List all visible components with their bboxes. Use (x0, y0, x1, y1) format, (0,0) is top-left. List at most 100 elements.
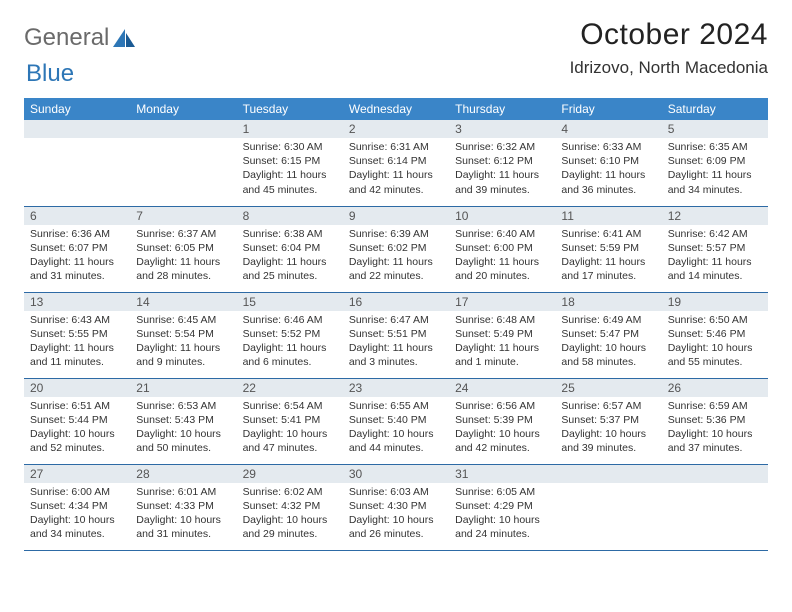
calendar-day-cell: 15Sunrise: 6:46 AMSunset: 5:52 PMDayligh… (237, 292, 343, 378)
calendar-table: Sunday Monday Tuesday Wednesday Thursday… (24, 98, 768, 551)
daylight-text: Daylight: 11 hours (561, 168, 655, 182)
sunset-text: Sunset: 6:14 PM (349, 154, 443, 168)
sunset-text: Sunset: 5:43 PM (136, 413, 230, 427)
day-number: 15 (237, 293, 343, 311)
calendar-day-cell: 20Sunrise: 6:51 AMSunset: 5:44 PMDayligh… (24, 378, 130, 464)
logo-text-blue: Blue (26, 60, 74, 87)
day-number: 18 (555, 293, 661, 311)
daylight-text: Daylight: 10 hours (561, 341, 655, 355)
sunset-text: Sunset: 6:15 PM (243, 154, 337, 168)
day-details: Sunrise: 6:39 AMSunset: 6:02 PMDaylight:… (343, 225, 449, 288)
day-number: 23 (343, 379, 449, 397)
sunset-text: Sunset: 4:34 PM (30, 499, 124, 513)
day-number: 17 (449, 293, 555, 311)
daylight-text: Daylight: 11 hours (243, 255, 337, 269)
sunrise-text: Sunrise: 6:49 AM (561, 313, 655, 327)
calendar-day-cell: 4Sunrise: 6:33 AMSunset: 6:10 PMDaylight… (555, 120, 661, 206)
sunrise-text: Sunrise: 6:01 AM (136, 485, 230, 499)
weekday-header: Saturday (662, 98, 768, 120)
calendar-week-row: 13Sunrise: 6:43 AMSunset: 5:55 PMDayligh… (24, 292, 768, 378)
daylight-text: and 39 minutes. (561, 441, 655, 455)
sunset-text: Sunset: 5:52 PM (243, 327, 337, 341)
daylight-text: Daylight: 10 hours (455, 513, 549, 527)
day-number (24, 120, 130, 138)
daylight-text: and 20 minutes. (455, 269, 549, 283)
sunset-text: Sunset: 5:49 PM (455, 327, 549, 341)
sunset-text: Sunset: 4:29 PM (455, 499, 549, 513)
calendar-day-cell: 14Sunrise: 6:45 AMSunset: 5:54 PMDayligh… (130, 292, 236, 378)
calendar-day-cell: 11Sunrise: 6:41 AMSunset: 5:59 PMDayligh… (555, 206, 661, 292)
daylight-text: and 28 minutes. (136, 269, 230, 283)
daylight-text: Daylight: 11 hours (455, 341, 549, 355)
daylight-text: Daylight: 11 hours (668, 168, 762, 182)
sunset-text: Sunset: 5:39 PM (455, 413, 549, 427)
calendar-day-cell: 3Sunrise: 6:32 AMSunset: 6:12 PMDaylight… (449, 120, 555, 206)
day-details: Sunrise: 6:38 AMSunset: 6:04 PMDaylight:… (237, 225, 343, 288)
calendar-day-cell: 6Sunrise: 6:36 AMSunset: 6:07 PMDaylight… (24, 206, 130, 292)
sunrise-text: Sunrise: 6:51 AM (30, 399, 124, 413)
day-details: Sunrise: 6:46 AMSunset: 5:52 PMDaylight:… (237, 311, 343, 374)
sunrise-text: Sunrise: 6:38 AM (243, 227, 337, 241)
calendar-week-row: 6Sunrise: 6:36 AMSunset: 6:07 PMDaylight… (24, 206, 768, 292)
day-details: Sunrise: 6:36 AMSunset: 6:07 PMDaylight:… (24, 225, 130, 288)
sunset-text: Sunset: 5:37 PM (561, 413, 655, 427)
day-details: Sunrise: 6:41 AMSunset: 5:59 PMDaylight:… (555, 225, 661, 288)
calendar-day-cell: 18Sunrise: 6:49 AMSunset: 5:47 PMDayligh… (555, 292, 661, 378)
calendar-day-cell (130, 120, 236, 206)
sunset-text: Sunset: 5:44 PM (30, 413, 124, 427)
sunset-text: Sunset: 5:41 PM (243, 413, 337, 427)
day-details: Sunrise: 6:50 AMSunset: 5:46 PMDaylight:… (662, 311, 768, 374)
sunrise-text: Sunrise: 6:31 AM (349, 140, 443, 154)
day-details: Sunrise: 6:05 AMSunset: 4:29 PMDaylight:… (449, 483, 555, 546)
sunrise-text: Sunrise: 6:00 AM (30, 485, 124, 499)
calendar-day-cell: 13Sunrise: 6:43 AMSunset: 5:55 PMDayligh… (24, 292, 130, 378)
day-details: Sunrise: 6:57 AMSunset: 5:37 PMDaylight:… (555, 397, 661, 460)
calendar-day-cell: 23Sunrise: 6:55 AMSunset: 5:40 PMDayligh… (343, 378, 449, 464)
daylight-text: Daylight: 11 hours (349, 255, 443, 269)
calendar-day-cell: 9Sunrise: 6:39 AMSunset: 6:02 PMDaylight… (343, 206, 449, 292)
sunset-text: Sunset: 5:59 PM (561, 241, 655, 255)
daylight-text: Daylight: 10 hours (455, 427, 549, 441)
weekday-header-row: Sunday Monday Tuesday Wednesday Thursday… (24, 98, 768, 120)
calendar-day-cell (24, 120, 130, 206)
day-number: 6 (24, 207, 130, 225)
day-details: Sunrise: 6:31 AMSunset: 6:14 PMDaylight:… (343, 138, 449, 201)
calendar-day-cell: 28Sunrise: 6:01 AMSunset: 4:33 PMDayligh… (130, 464, 236, 550)
daylight-text: and 24 minutes. (455, 527, 549, 541)
day-number: 5 (662, 120, 768, 138)
calendar-day-cell: 29Sunrise: 6:02 AMSunset: 4:32 PMDayligh… (237, 464, 343, 550)
weekday-header: Wednesday (343, 98, 449, 120)
sunrise-text: Sunrise: 6:35 AM (668, 140, 762, 154)
sunrise-text: Sunrise: 6:48 AM (455, 313, 549, 327)
calendar-day-cell: 8Sunrise: 6:38 AMSunset: 6:04 PMDaylight… (237, 206, 343, 292)
daylight-text: Daylight: 11 hours (136, 255, 230, 269)
sunrise-text: Sunrise: 6:55 AM (349, 399, 443, 413)
weekday-header: Thursday (449, 98, 555, 120)
daylight-text: Daylight: 10 hours (349, 513, 443, 527)
sunset-text: Sunset: 6:10 PM (561, 154, 655, 168)
sunrise-text: Sunrise: 6:32 AM (455, 140, 549, 154)
daylight-text: and 22 minutes. (349, 269, 443, 283)
daylight-text: and 29 minutes. (243, 527, 337, 541)
daylight-text: and 42 minutes. (455, 441, 549, 455)
daylight-text: Daylight: 10 hours (30, 513, 124, 527)
daylight-text: and 45 minutes. (243, 183, 337, 197)
calendar-day-cell (662, 464, 768, 550)
daylight-text: Daylight: 11 hours (243, 168, 337, 182)
daylight-text: and 44 minutes. (349, 441, 443, 455)
daylight-text: and 42 minutes. (349, 183, 443, 197)
day-number: 25 (555, 379, 661, 397)
daylight-text: Daylight: 11 hours (349, 341, 443, 355)
day-number: 7 (130, 207, 236, 225)
day-number: 13 (24, 293, 130, 311)
day-details: Sunrise: 6:43 AMSunset: 5:55 PMDaylight:… (24, 311, 130, 374)
sunset-text: Sunset: 4:33 PM (136, 499, 230, 513)
day-details: Sunrise: 6:47 AMSunset: 5:51 PMDaylight:… (343, 311, 449, 374)
sunrise-text: Sunrise: 6:39 AM (349, 227, 443, 241)
daylight-text: Daylight: 10 hours (349, 427, 443, 441)
sunset-text: Sunset: 5:54 PM (136, 327, 230, 341)
day-details: Sunrise: 6:56 AMSunset: 5:39 PMDaylight:… (449, 397, 555, 460)
calendar-day-cell: 1Sunrise: 6:30 AMSunset: 6:15 PMDaylight… (237, 120, 343, 206)
daylight-text: and 34 minutes. (668, 183, 762, 197)
day-number: 12 (662, 207, 768, 225)
